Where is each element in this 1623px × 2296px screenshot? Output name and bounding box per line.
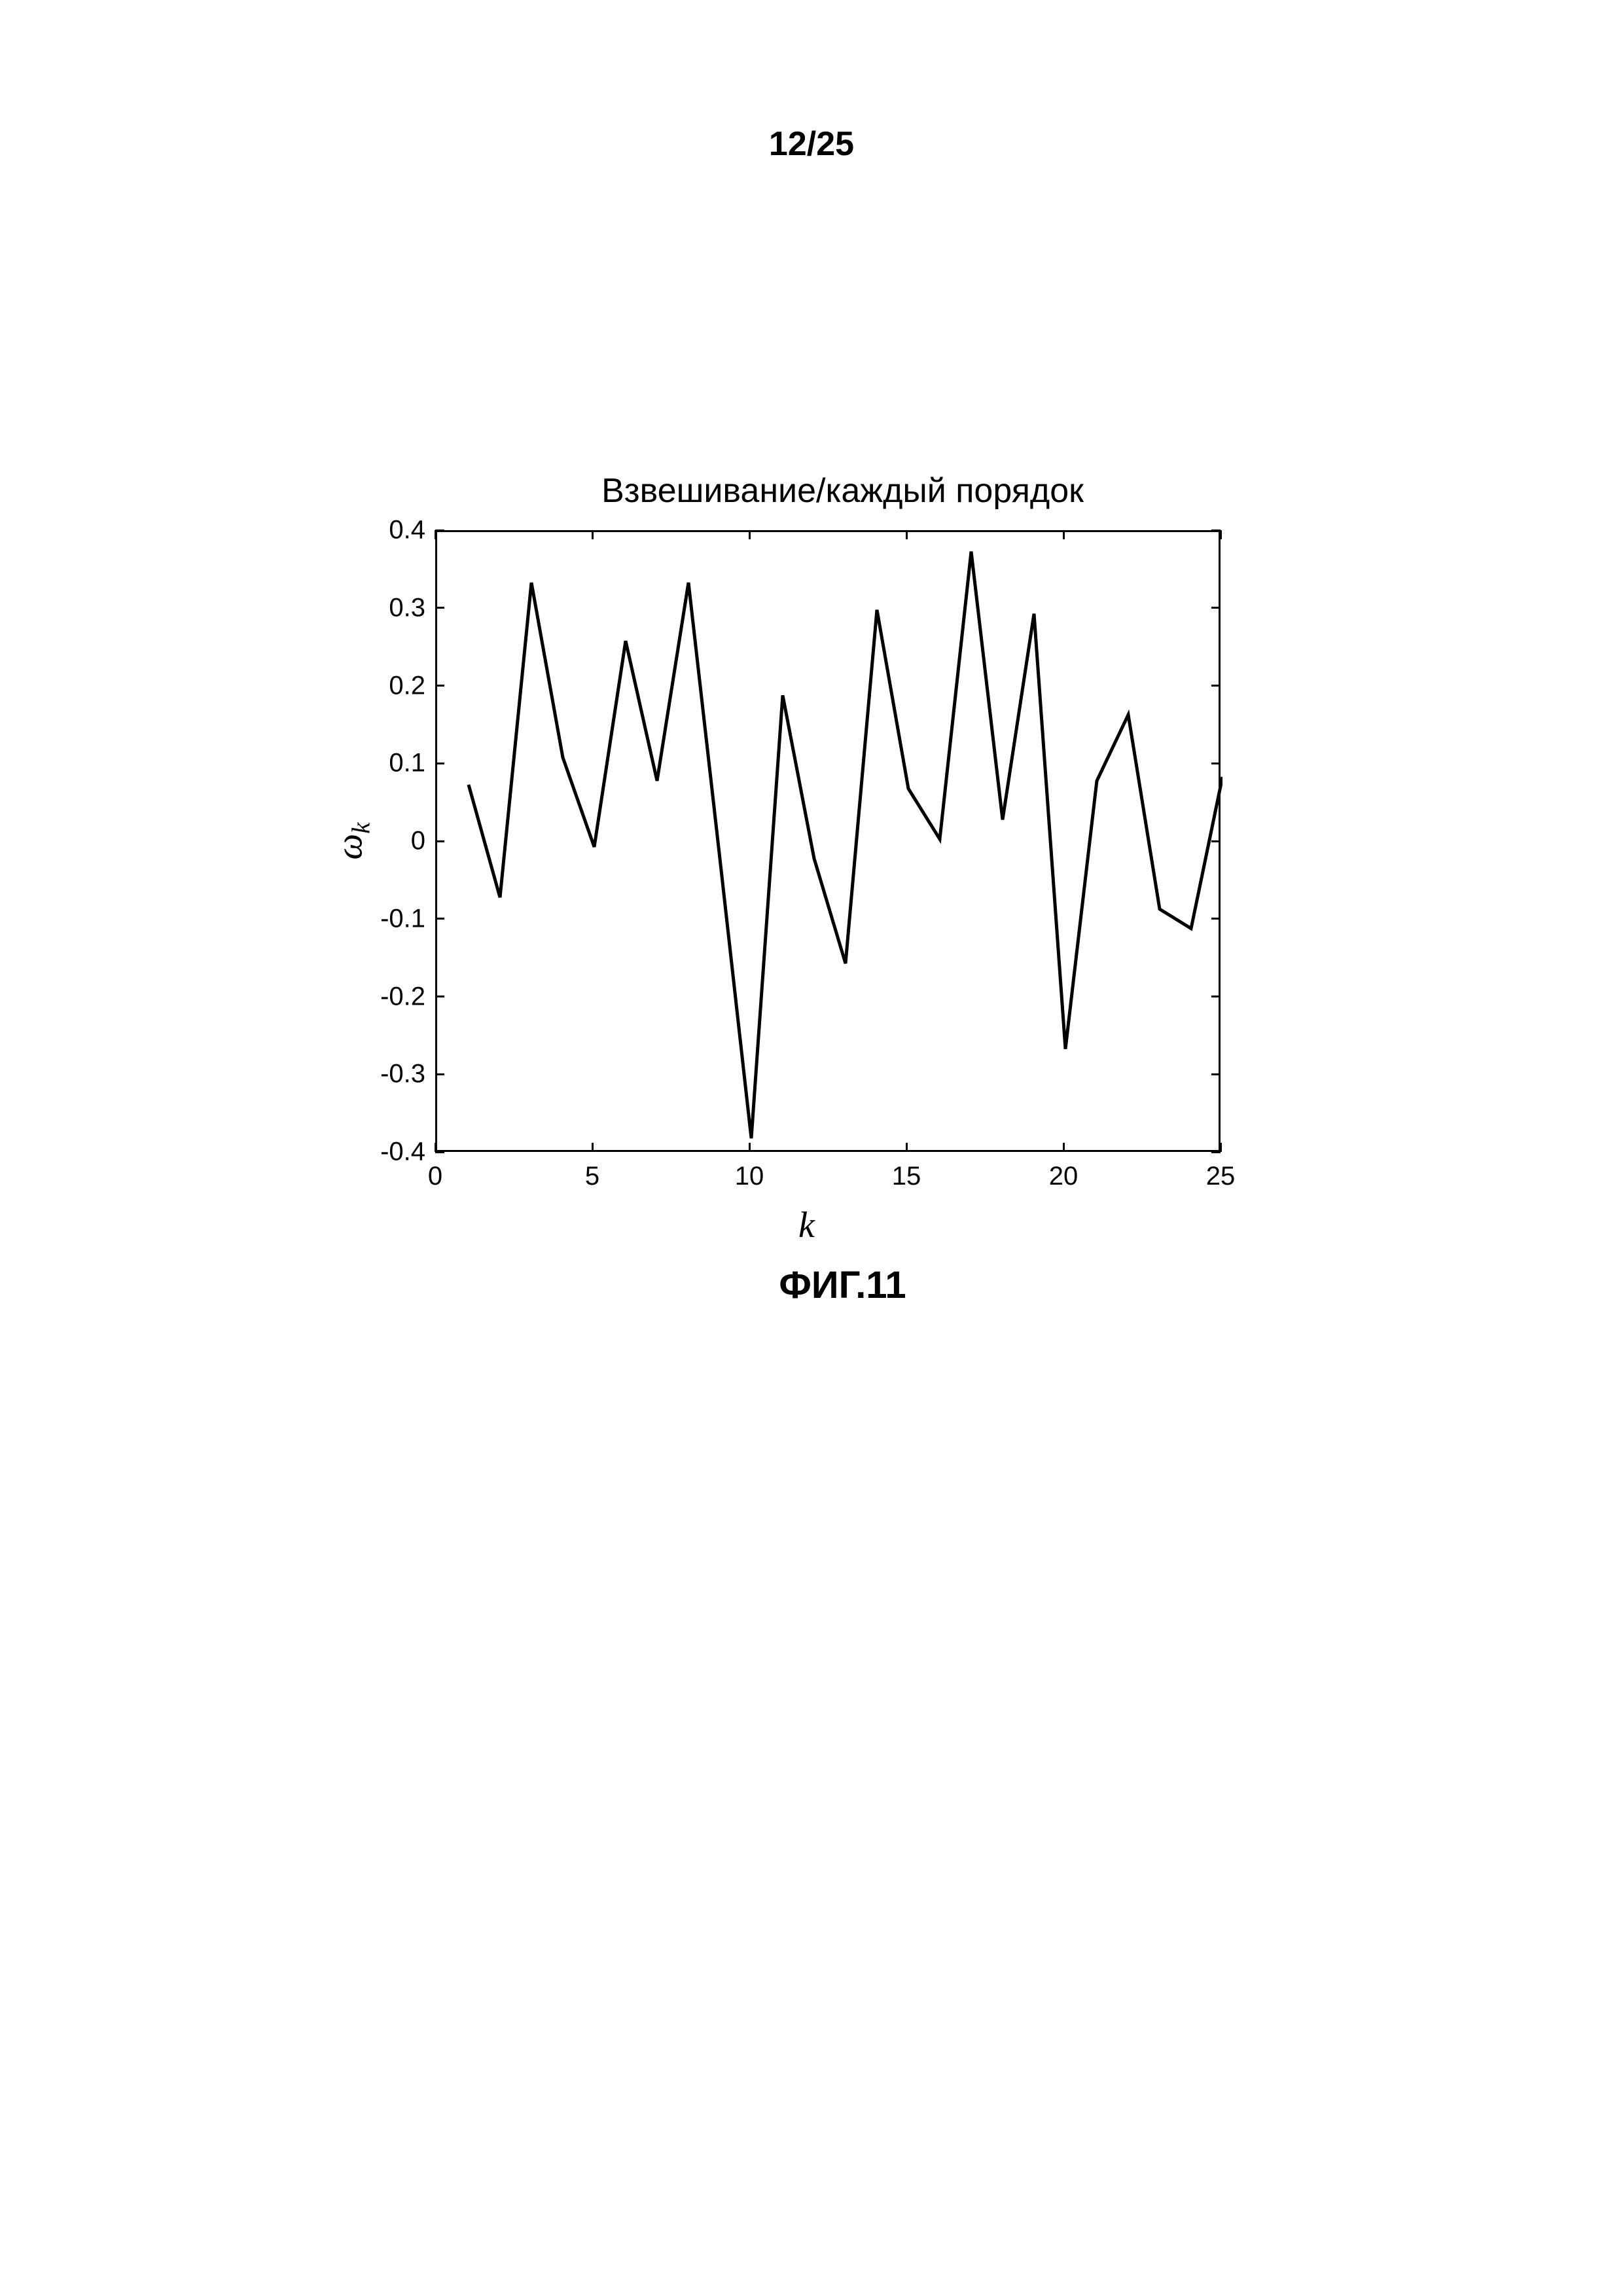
x-axis-label: k — [798, 1204, 815, 1246]
y-tick-mark-right — [1211, 996, 1221, 997]
plot-wrapper: -0.4-0.3-0.2-0.100.10.20.30.4 0510152025… — [347, 530, 1250, 1217]
y-tick-mark — [435, 918, 444, 920]
y-tick-mark-right — [1211, 840, 1221, 842]
x-tick-mark — [749, 1143, 751, 1152]
y-tick-mark — [435, 1151, 444, 1153]
x-tick-mark — [1220, 1143, 1222, 1152]
x-tick-label: 20 — [1049, 1162, 1079, 1191]
y-tick-mark-right — [1211, 607, 1221, 609]
figure-caption: ФИГ.11 — [347, 1263, 1250, 1307]
y-tick-label: 0.3 — [347, 593, 425, 622]
x-tick-label: 5 — [585, 1162, 599, 1191]
y-tick-mark — [435, 762, 444, 764]
x-tick-mark — [592, 1143, 594, 1152]
y-tick-mark — [435, 1073, 444, 1075]
data-line — [469, 552, 1222, 1139]
y-tick-mark-right — [1211, 918, 1221, 920]
y-tick-label: -0.3 — [347, 1060, 425, 1089]
x-tick-mark — [1063, 1143, 1065, 1152]
y-tick-mark-right — [1211, 685, 1221, 687]
y-tick-mark — [435, 996, 444, 997]
x-tick-label: 0 — [428, 1162, 442, 1191]
x-tick-mark-top — [1063, 530, 1065, 539]
x-tick-mark — [906, 1143, 908, 1152]
x-tick-label: 10 — [735, 1162, 764, 1191]
y-tick-mark — [435, 685, 444, 687]
x-tick-mark-top — [435, 530, 437, 539]
y-tick-mark — [435, 529, 444, 531]
page-number: 12/25 — [0, 124, 1623, 164]
x-tick-label: 25 — [1206, 1162, 1236, 1191]
y-tick-mark — [435, 840, 444, 842]
y-tick-label: -0.1 — [347, 904, 425, 933]
plot-area — [435, 530, 1221, 1152]
chart-title: Взвешивание/каждый порядок — [347, 471, 1250, 511]
x-tick-mark-top — [592, 530, 594, 539]
y-tick-label: 0.1 — [347, 749, 425, 778]
y-tick-label: 0.4 — [347, 516, 425, 545]
chart-container: Взвешивание/каждый порядок -0.4 -0.3 -0.2 -… — [347, 471, 1250, 1217]
y-tick-label: -0.4 — [347, 1138, 425, 1167]
x-tick-mark-top — [1220, 530, 1222, 539]
x-tick-label: 15 — [892, 1162, 921, 1191]
y-tick-mark — [435, 607, 444, 609]
y-tick-label: 0.2 — [347, 671, 425, 700]
x-tick-mark-top — [749, 530, 751, 539]
y-tick-label: -0.2 — [347, 982, 425, 1011]
y-axis-label: ωk — [329, 823, 376, 860]
x-tick-mark — [435, 1143, 437, 1152]
y-tick-mark-right — [1211, 762, 1221, 764]
y-tick-mark-right — [1211, 1073, 1221, 1075]
line-chart-svg — [437, 532, 1222, 1154]
x-tick-mark-top — [906, 530, 908, 539]
